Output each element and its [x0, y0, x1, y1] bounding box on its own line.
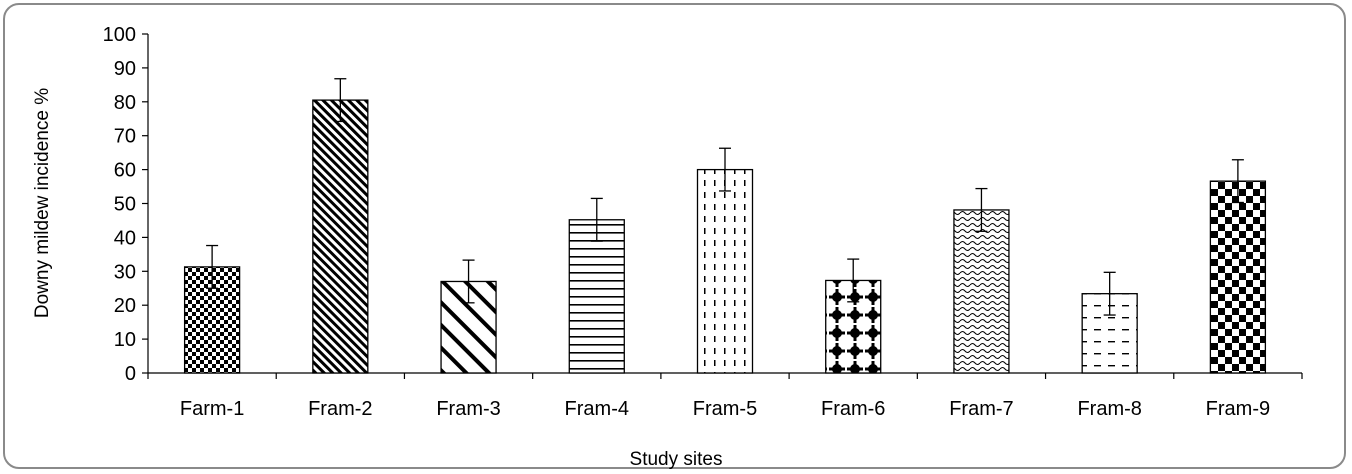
y-tick-label: 30 — [114, 261, 136, 283]
x-tick-label: Fram-2 — [308, 398, 372, 420]
x-axis-title: Study sites — [630, 449, 723, 470]
y-tick-label: 70 — [114, 126, 136, 148]
y-tick-label: 0 — [125, 363, 136, 385]
x-axis: Farm-1 Fram-2 Fram-3 Fram-4 Fram-5 Fram-6 Fram… — [147, 372, 1303, 420]
x-tick-label: Fram-7 — [949, 398, 1013, 420]
x-tick-label: Fram-8 — [1077, 398, 1141, 420]
x-tick-label: Fram-3 — [436, 398, 500, 420]
error-bars — [206, 78, 1244, 316]
x-tick-label: Fram-6 — [821, 398, 885, 420]
y-tick-label: 90 — [114, 58, 136, 80]
y-tick-label: 10 — [114, 329, 136, 351]
bar-fram-9 — [1209, 180, 1267, 374]
x-tick-label: Fram-4 — [565, 398, 629, 420]
y-tick-label: 40 — [114, 227, 136, 249]
x-tick-label: Fram-9 — [1206, 398, 1270, 420]
bar-fram-5 — [696, 168, 754, 374]
y-axis: 0 10 20 30 40 50 60 70 80 90 100 — [103, 24, 149, 385]
y-tick-label: 80 — [114, 92, 136, 114]
y-tick-label: 100 — [103, 24, 136, 46]
x-tick-label: Fram-5 — [693, 398, 757, 420]
bar-fram-4 — [568, 219, 625, 374]
bar-fram-7 — [953, 209, 1010, 374]
bar-series — [183, 99, 1267, 374]
bar-fram-2 — [312, 99, 369, 374]
y-tick-label: 20 — [114, 295, 136, 317]
bar-fram-8 — [1081, 293, 1138, 374]
chart-frame — [3, 3, 1346, 469]
x-tick-label: Farm-1 — [180, 398, 244, 420]
y-tick-label: 60 — [114, 160, 136, 182]
y-axis-title: Downy mildew incidence % — [32, 88, 53, 318]
y-tick-label: 50 — [114, 194, 136, 216]
